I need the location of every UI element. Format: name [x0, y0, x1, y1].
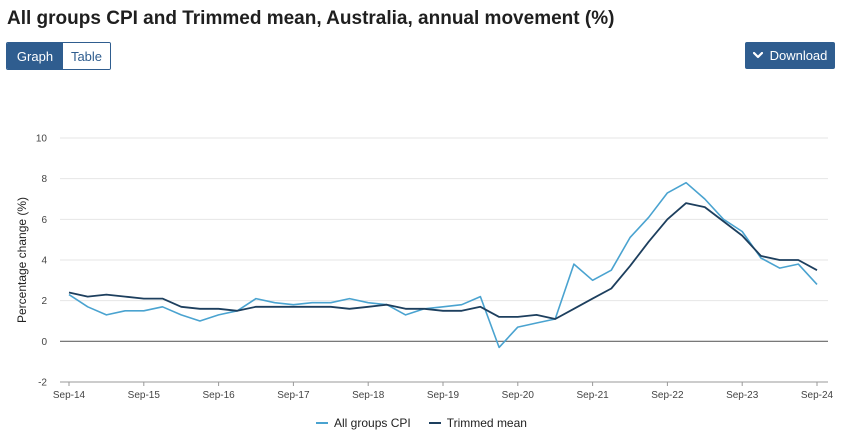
table-tab[interactable]: Table [63, 43, 110, 69]
x-tick-label: Sep-22 [651, 390, 684, 401]
x-tick-label: Sep-20 [502, 390, 535, 401]
x-tick-label: Sep-19 [427, 390, 460, 401]
y-tick-label: 2 [41, 296, 47, 307]
chart-grid [60, 137, 828, 383]
y-tick-label: -2 [38, 378, 47, 389]
line-chart: -2 0 2 4 6 8 10 Sep-14 Sep-15 Sep-16 Sep-17 Sep-18… [15, 134, 834, 402]
view-toggle: Graph Table [6, 42, 111, 70]
series-line-cpi[interactable] [68, 181, 818, 349]
x-tick-label: Sep-16 [202, 390, 235, 401]
chart-series [68, 181, 818, 349]
x-tick-label: Sep-14 [53, 390, 86, 401]
legend-swatch-trimmed-mean [428, 422, 441, 424]
x-tick-label: Sep-21 [576, 390, 609, 401]
download-button[interactable]: Download [745, 42, 835, 69]
x-axis-ticks: Sep-14 Sep-15 Sep-16 Sep-17 Sep-18 Sep-19 Sep-… [53, 382, 834, 401]
y-tick-label: 10 [36, 134, 48, 145]
y-tick-label: 6 [41, 215, 47, 226]
legend-item-cpi[interactable]: All groups CPI [316, 416, 411, 430]
chevron-down-icon [752, 51, 763, 59]
x-tick-label: Sep-24 [801, 390, 834, 401]
y-tick-label: 8 [41, 174, 47, 185]
chart-legend: All groups CPI Trimmed mean [0, 416, 843, 430]
x-tick-label: Sep-23 [726, 390, 759, 401]
x-tick-label: Sep-17 [277, 390, 310, 401]
legend-swatch-cpi [316, 422, 329, 424]
x-tick-label: Sep-18 [352, 390, 385, 401]
legend-label-trimmed-mean: Trimmed mean [446, 416, 527, 430]
y-tick-label: 4 [41, 256, 47, 267]
series-line-trimmed-mean[interactable] [68, 202, 818, 320]
legend-item-trimmed-mean[interactable]: Trimmed mean [428, 416, 527, 430]
y-axis-label: Percentage change (%) [15, 197, 29, 323]
y-tick-label: 0 [41, 337, 47, 348]
x-tick-label: Sep-15 [128, 390, 161, 401]
chart-title: All groups CPI and Trimmed mean, Austral… [7, 8, 615, 29]
download-label: Download [769, 48, 828, 63]
y-axis-ticks: -2 0 2 4 6 8 10 [36, 134, 48, 389]
legend-label-cpi: All groups CPI [334, 416, 411, 430]
graph-tab[interactable]: Graph [7, 43, 63, 69]
